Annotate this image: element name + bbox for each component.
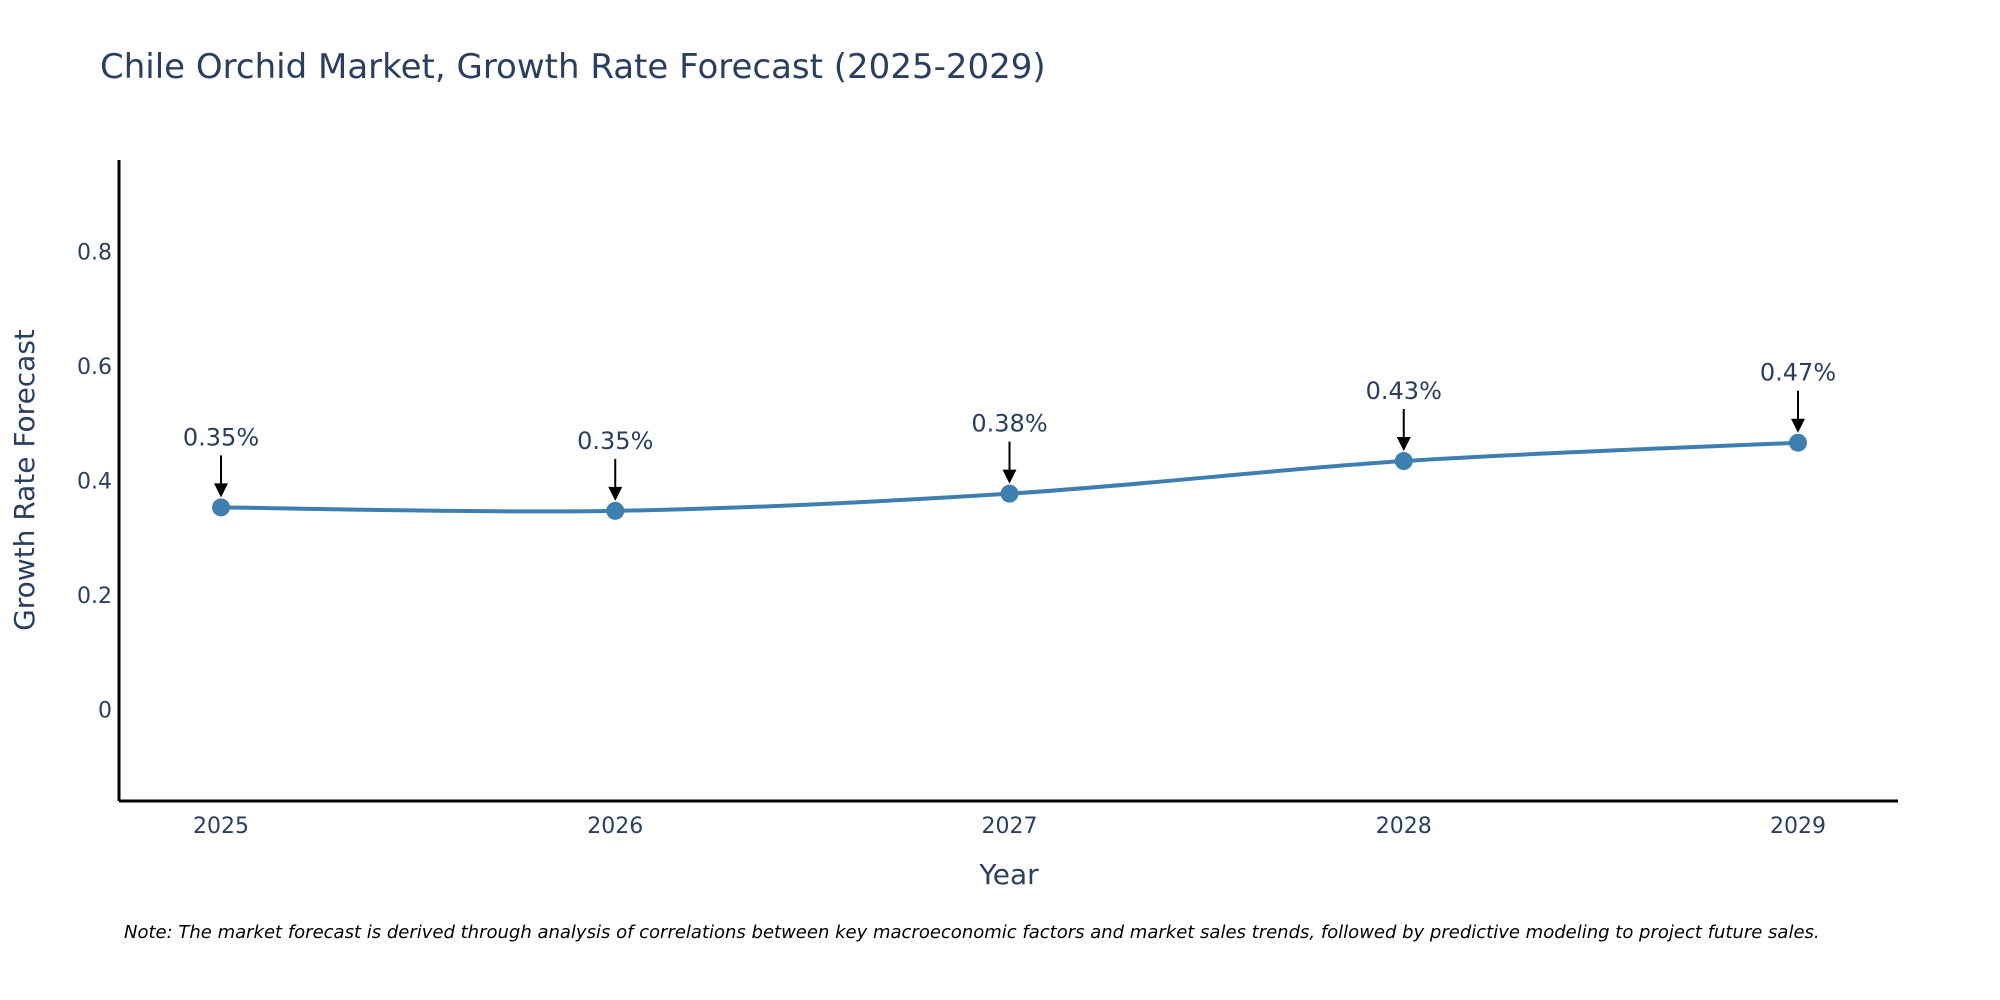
- annotation-arrow-head-icon: [214, 483, 228, 498]
- y-tick-label: 0.4: [77, 470, 112, 495]
- data-label: 0.35%: [183, 423, 259, 451]
- annotation-arrow-head-icon: [608, 486, 623, 501]
- y-tick-label: 0: [98, 698, 112, 723]
- x-tick-label: 2025: [193, 814, 249, 839]
- y-tick-label: 0.8: [77, 241, 112, 266]
- x-tick-label: 2028: [1376, 814, 1432, 839]
- data-label: 0.38%: [971, 410, 1047, 438]
- data-point-2025: [212, 498, 230, 517]
- chart-title: Chile Orchid Market, Growth Rate Forecas…: [100, 47, 1046, 87]
- x-tick-label: 2026: [587, 814, 643, 839]
- x-tick-label: 2027: [982, 814, 1038, 839]
- data-point-2029: [1789, 433, 1807, 452]
- data-markers: [212, 433, 1807, 520]
- annotation-arrow-head-icon: [1791, 418, 1805, 433]
- y-axis-title: Growth Rate Forecast: [8, 329, 41, 631]
- data-point-2028: [1394, 452, 1413, 471]
- data-label: 0.47%: [1760, 359, 1836, 387]
- x-axis-ticks: 2025 2026 2027 2028 2029: [193, 814, 1826, 839]
- y-tick-label: 0.2: [77, 584, 112, 609]
- footnote: Note: The market forecast is derived thr…: [124, 922, 1820, 943]
- annotation-arrow-head-icon: [1396, 437, 1411, 452]
- data-point-2027: [1000, 484, 1019, 503]
- y-axis-ticks: 0 0.2 0.4 0.6 0.8: [77, 241, 112, 724]
- data-label: 0.35%: [577, 427, 653, 455]
- data-annotations: 0.35% 0.35% 0.38% 0.43% 0.47%: [183, 359, 1836, 501]
- data-label: 0.43%: [1366, 377, 1442, 405]
- x-axis-title: Year: [978, 858, 1039, 891]
- annotation-arrow-head-icon: [1002, 469, 1017, 484]
- y-tick-label: 0.6: [77, 355, 112, 380]
- data-point-2026: [606, 501, 625, 520]
- x-tick-label: 2029: [1770, 814, 1826, 839]
